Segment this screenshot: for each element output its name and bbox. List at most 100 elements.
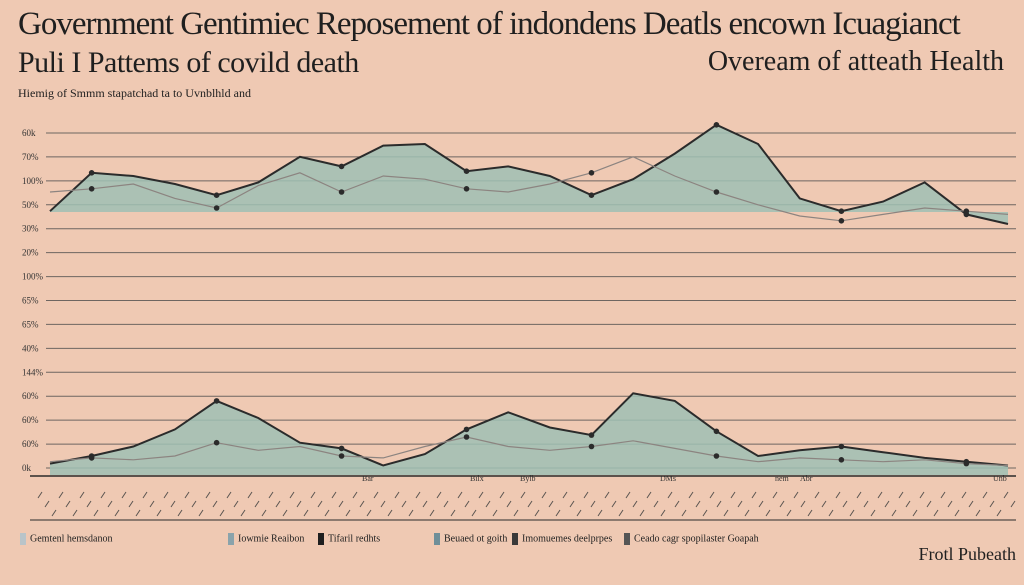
- hatch-mark: [604, 491, 610, 499]
- chart-title-line-2: Puli I Pattems of covild death: [18, 46, 359, 79]
- hatch-mark: [933, 509, 939, 517]
- hatch-mark: [541, 491, 547, 499]
- hatch-mark: [534, 509, 540, 517]
- hatch-mark: [562, 491, 568, 499]
- hatch-mark: [821, 500, 827, 508]
- legend-label: Imomuemes deelprpes: [522, 533, 613, 545]
- hatch-mark: [828, 509, 834, 517]
- data-point: [213, 205, 220, 211]
- data-point: [963, 208, 970, 214]
- data-point: [213, 398, 220, 404]
- chart-title-line-3: Oveream of atteath Health: [707, 46, 1004, 77]
- hatch-mark: [681, 509, 687, 517]
- hatch-mark: [1003, 491, 1009, 499]
- legend-item: Imomuemes deelprpes: [512, 533, 612, 545]
- hatch-mark: [919, 491, 925, 499]
- y-tick-label: 60k: [22, 128, 36, 138]
- hatch-mark: [79, 491, 85, 499]
- legend-label: Ceado cagr spopilaster Goapah: [634, 533, 759, 545]
- hatch-mark: [835, 491, 841, 499]
- data-point: [838, 443, 845, 450]
- x-tick-label: Bar: [362, 474, 374, 483]
- y-tick-label: 100%: [22, 272, 44, 282]
- x-tick-label: nem: [775, 474, 790, 483]
- hatch-mark: [464, 500, 470, 508]
- data-point: [338, 163, 345, 170]
- hatch-mark: [289, 491, 295, 499]
- hatch-mark: [58, 491, 64, 499]
- data-point: [88, 186, 95, 192]
- hatch-mark: [198, 509, 204, 517]
- hatch-mark: [982, 491, 988, 499]
- hatch-mark: [569, 500, 575, 508]
- data-point: [838, 208, 845, 214]
- data-point: [588, 192, 595, 198]
- hatch-mark: [884, 500, 890, 508]
- data-point: [338, 189, 345, 195]
- x-tick-label: DMs: [660, 474, 676, 483]
- hatch-mark: [303, 509, 309, 517]
- hatch-mark: [800, 500, 806, 508]
- data-point: [463, 434, 470, 440]
- hatch-mark: [597, 509, 603, 517]
- y-tick-label: 60%: [22, 391, 39, 401]
- hatch-mark: [765, 509, 771, 517]
- hatch-mark: [128, 500, 134, 508]
- hatch-mark: [940, 491, 946, 499]
- series-line: [49, 392, 1009, 467]
- hatch-mark: [751, 491, 757, 499]
- legend-swatch: [20, 533, 26, 545]
- hatch-mark: [632, 500, 638, 508]
- x-tick-label: Abr: [800, 474, 813, 483]
- data-point: [588, 443, 595, 450]
- hatch-mark: [422, 500, 428, 508]
- hatch-mark: [674, 500, 680, 508]
- y-tick-label: 60%: [22, 415, 39, 425]
- hatch-mark: [870, 509, 876, 517]
- hatch-mark: [520, 491, 526, 499]
- data-point: [213, 192, 220, 198]
- hatch-mark: [492, 509, 498, 517]
- hatch-mark: [65, 500, 71, 508]
- hatch-mark: [121, 491, 127, 499]
- hatch-mark: [93, 509, 99, 517]
- legend-item: Beuaed ot goith: [434, 533, 507, 545]
- data-point: [713, 453, 720, 459]
- hatch-mark: [856, 491, 862, 499]
- hatch-mark: [695, 500, 701, 508]
- hatch-mark: [114, 509, 120, 517]
- hatch-mark: [156, 509, 162, 517]
- data-point: [713, 428, 720, 435]
- hatch-mark: [513, 509, 519, 517]
- hatch-mark: [401, 500, 407, 508]
- hatch-mark: [772, 491, 778, 499]
- hatch-mark: [135, 509, 141, 517]
- hatch-mark: [793, 491, 799, 499]
- hatch-mark: [219, 509, 225, 517]
- y-tick-label: 20%: [22, 248, 39, 258]
- legend-swatch: [624, 533, 630, 545]
- hatch-mark: [233, 500, 239, 508]
- hatch-mark: [170, 500, 176, 508]
- hatch-mark: [394, 491, 400, 499]
- hatch-mark: [408, 509, 414, 517]
- hatch-mark: [576, 509, 582, 517]
- hatch-mark: [471, 509, 477, 517]
- hatch-mark: [373, 491, 379, 499]
- hatch-mark: [807, 509, 813, 517]
- hatch-mark: [380, 500, 386, 508]
- y-tick-label: 65%: [22, 296, 39, 306]
- y-tick-label: 60%: [22, 439, 39, 449]
- data-point: [213, 439, 220, 446]
- hatch-mark: [842, 500, 848, 508]
- y-tick-label: 70%: [22, 152, 39, 162]
- hatch-mark: [912, 509, 918, 517]
- data-point: [463, 168, 470, 174]
- hatch-mark: [72, 509, 78, 517]
- hatch-mark: [968, 500, 974, 508]
- hatch-mark: [86, 500, 92, 508]
- hatch-mark: [212, 500, 218, 508]
- hatch-mark: [730, 491, 736, 499]
- hatch-mark: [352, 491, 358, 499]
